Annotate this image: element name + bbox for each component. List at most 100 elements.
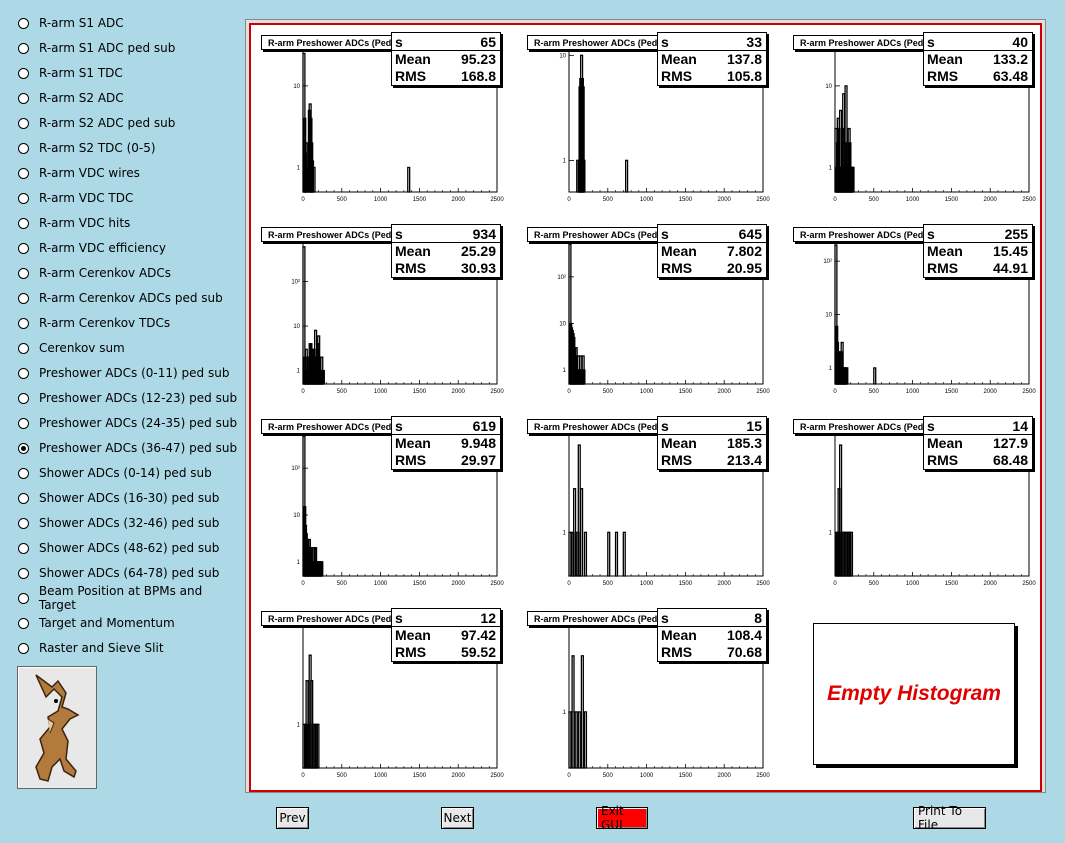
y-tick-label: 10 bbox=[825, 84, 832, 90]
menu-item[interactable]: R-arm VDC TDC bbox=[18, 188, 133, 208]
stats-label-rms: RMS bbox=[661, 452, 693, 468]
menu-item[interactable]: Target and Momentum bbox=[18, 613, 175, 633]
x-tick-label: 1500 bbox=[413, 773, 427, 779]
stats-label-rms: RMS bbox=[927, 68, 959, 84]
menu-item-label: Preshower ADCs (24-35) ped sub bbox=[39, 416, 238, 430]
x-tick-label: 1000 bbox=[374, 581, 388, 587]
y-tick-label: 1 bbox=[563, 710, 567, 716]
menu-item[interactable]: Shower ADCs (16-30) ped sub bbox=[18, 488, 219, 508]
menu-item-label: Preshower ADCs (36-47) ped sub bbox=[39, 441, 238, 455]
y-tick-label: 10 bbox=[559, 53, 566, 59]
menu-item[interactable]: Beam Position at BPMs and Target bbox=[18, 584, 240, 612]
stats-value-rms: 59.52 bbox=[460, 644, 496, 660]
radio-button[interactable] bbox=[18, 367, 29, 379]
menu-item[interactable]: Preshower ADCs (0-11) ped sub bbox=[18, 363, 229, 383]
menu-item-label: R-arm Cerenkov ADCs ped sub bbox=[39, 291, 223, 305]
menu-item[interactable]: R-arm VDC efficiency bbox=[18, 238, 166, 258]
stats-box: s 33 Mean 137.8 RMS 105.8 bbox=[657, 32, 767, 86]
x-tick-label: 500 bbox=[869, 197, 880, 203]
radio-button[interactable] bbox=[18, 417, 29, 429]
y-tick-label: 10² bbox=[823, 259, 832, 265]
menu-item[interactable]: R-arm S2 TDC (0-5) bbox=[18, 138, 156, 158]
radio-button[interactable] bbox=[18, 117, 29, 129]
print-to-file-button[interactable]: Print To File bbox=[913, 804, 986, 832]
menu-item[interactable]: R-arm S2 ADC ped sub bbox=[18, 113, 175, 133]
x-tick-label: 0 bbox=[301, 773, 305, 779]
histogram-bar bbox=[320, 561, 324, 577]
menu-item[interactable]: R-arm VDC wires bbox=[18, 163, 140, 183]
menu-item[interactable]: Preshower ADCs (24-35) ped sub bbox=[18, 413, 237, 433]
radio-button[interactable] bbox=[18, 292, 29, 304]
menu-item[interactable]: Shower ADCs (64-78) ped sub bbox=[18, 563, 219, 583]
x-tick-label: 0 bbox=[567, 581, 571, 587]
stats-label-entries: s bbox=[661, 226, 669, 242]
y-tick-label: 1 bbox=[297, 165, 301, 171]
menu-item[interactable]: R-arm S1 ADC bbox=[18, 13, 124, 33]
radio-button[interactable] bbox=[18, 617, 29, 629]
radio-button[interactable] bbox=[18, 467, 29, 479]
stats-box: s 645 Mean 7.802 RMS 20.95 bbox=[657, 224, 767, 278]
x-tick-label: 1500 bbox=[945, 197, 959, 203]
stats-label-mean: Mean bbox=[395, 243, 431, 259]
radio-button[interactable] bbox=[18, 17, 29, 29]
histogram-bar bbox=[579, 488, 584, 577]
y-tick-label: 1 bbox=[297, 722, 301, 728]
menu-item[interactable]: R-arm Cerenkov ADCs ped sub bbox=[18, 288, 223, 308]
radio-button[interactable] bbox=[18, 192, 29, 204]
x-tick-label: 0 bbox=[567, 197, 571, 203]
radio-button[interactable] bbox=[18, 317, 29, 329]
radio-button[interactable] bbox=[18, 642, 29, 654]
radio-button[interactable] bbox=[18, 567, 29, 579]
menu-item[interactable]: R-arm Cerenkov ADCs bbox=[18, 263, 171, 283]
radio-button[interactable] bbox=[18, 167, 29, 179]
x-tick-label: 500 bbox=[869, 581, 880, 587]
radio-button[interactable] bbox=[18, 342, 29, 354]
menu-item[interactable]: Preshower ADCs (12-23) ped sub bbox=[18, 388, 237, 408]
stats-box: s 934 Mean 25.29 RMS 30.93 bbox=[391, 224, 501, 278]
menu-item[interactable]: Shower ADCs (32-46) ped sub bbox=[18, 513, 219, 533]
radio-button[interactable] bbox=[18, 517, 29, 529]
menu-item[interactable]: Preshower ADCs (36-47) ped sub bbox=[18, 438, 237, 458]
radio-button[interactable] bbox=[18, 592, 29, 604]
radio-button[interactable] bbox=[18, 92, 29, 104]
stats-value-entries: 645 bbox=[738, 226, 762, 242]
stats-value-mean: 133.2 bbox=[992, 51, 1028, 67]
radio-button[interactable] bbox=[18, 442, 29, 454]
radio-button[interactable] bbox=[18, 267, 29, 279]
menu-item[interactable]: R-arm S1 TDC bbox=[18, 63, 123, 83]
prev-button[interactable]: Prev bbox=[276, 807, 309, 829]
exit-gui-button[interactable]: Exit GUI bbox=[596, 804, 648, 832]
radio-button[interactable] bbox=[18, 42, 29, 54]
y-tick-label: 10 bbox=[559, 321, 566, 327]
radio-button[interactable] bbox=[18, 142, 29, 154]
x-tick-label: 500 bbox=[603, 773, 614, 779]
menu-item[interactable]: R-arm VDC hits bbox=[18, 213, 130, 233]
radio-button[interactable] bbox=[18, 392, 29, 404]
radio-button[interactable] bbox=[18, 67, 29, 79]
histogram-bar bbox=[582, 369, 586, 385]
stats-label-rms: RMS bbox=[927, 260, 959, 276]
x-tick-label: 500 bbox=[337, 581, 348, 587]
menu-item[interactable]: Shower ADCs (48-62) ped sub bbox=[18, 538, 219, 558]
histogram-pad: 0 500 1000 1500 2000 2500 1 R-arm Preshower ADC… bbox=[791, 413, 1057, 605]
menu-item[interactable]: Shower ADCs (0-14) ped sub bbox=[18, 463, 212, 483]
x-tick-label: 2000 bbox=[718, 773, 732, 779]
radio-button[interactable] bbox=[18, 542, 29, 554]
menu-item[interactable]: R-arm Cerenkov TDCs bbox=[18, 313, 170, 333]
radio-button[interactable] bbox=[18, 217, 29, 229]
x-tick-label: 1500 bbox=[945, 389, 959, 395]
menu-item-label: R-arm S2 ADC bbox=[39, 91, 124, 105]
menu-item[interactable]: R-arm S1 ADC ped sub bbox=[18, 38, 175, 58]
menu-item[interactable]: R-arm S2 ADC bbox=[18, 88, 124, 108]
radio-button[interactable] bbox=[18, 242, 29, 254]
stats-value-entries: 12 bbox=[480, 610, 496, 626]
menu-item[interactable]: Raster and Sieve Slit bbox=[18, 638, 164, 658]
radio-button[interactable] bbox=[18, 492, 29, 504]
next-button[interactable]: Next bbox=[441, 807, 474, 829]
x-tick-label: 2000 bbox=[718, 389, 732, 395]
histogram-pad: 0 500 1000 1500 2000 2500 1 10 10² R-arm Preshowe… bbox=[259, 413, 525, 605]
stats-label-mean: Mean bbox=[395, 627, 431, 643]
menu-item[interactable]: Cerenkov sum bbox=[18, 338, 125, 358]
histogram-canvas: Empty Histogram 0 500 1000 1500 2000 2500 1 10 R… bbox=[249, 23, 1042, 792]
stats-value-entries: 255 bbox=[1004, 226, 1028, 242]
